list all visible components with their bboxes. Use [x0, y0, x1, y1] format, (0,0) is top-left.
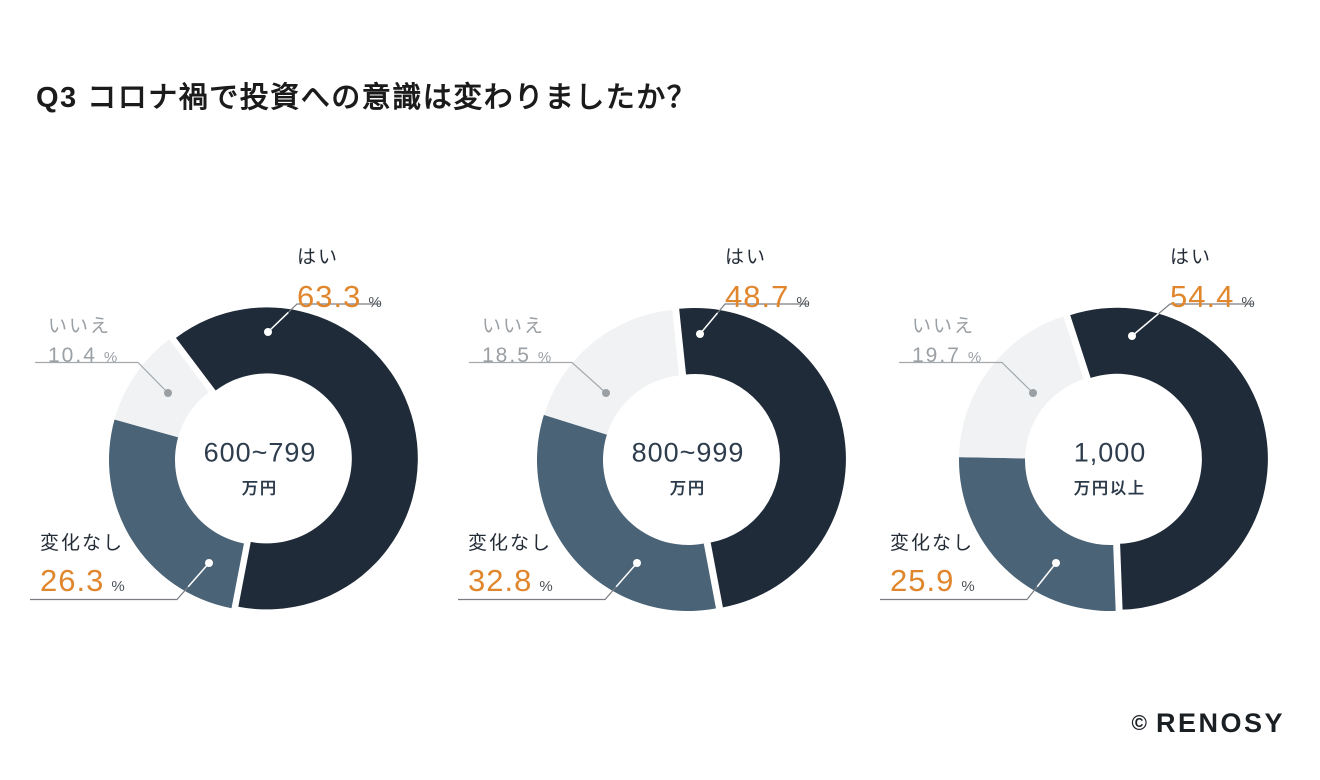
donut-svg — [880, 303, 1268, 611]
donut-svg — [30, 303, 418, 610]
slice-value-row: 32.8 % — [468, 563, 553, 599]
slice-unit-yes: % — [796, 294, 810, 311]
brand-logo: © RENOSY — [1131, 708, 1285, 739]
leader-line-no — [899, 361, 1034, 394]
slice-value-row: 63.3 % — [297, 279, 382, 315]
leader-dot-no — [1029, 389, 1037, 397]
slice-unit-yes: % — [1241, 294, 1255, 311]
slice-label-no-change: 変化なし — [40, 533, 125, 554]
donut-center-label: 800~999 万円 — [632, 438, 745, 499]
income-range: 1,000 — [1073, 437, 1147, 468]
slice-no-change — [959, 457, 1116, 611]
slice-no — [959, 316, 1084, 459]
label-group-no-change: 変化なし 32.8 % — [468, 528, 553, 599]
leader-dot-yes — [696, 330, 704, 338]
slice-value-row: 26.3 % — [40, 563, 125, 599]
slice-value-yes: 48.7 — [725, 279, 790, 314]
slice-value-row: 10.4 % — [48, 344, 117, 368]
slice-label-no-change: 変化なし — [468, 533, 553, 554]
page-title: Q3 コロナ禍で投資への意識は変わりましたか？ — [36, 82, 698, 114]
slice-value-row: 48.7 % — [725, 279, 810, 315]
slice-value-no: 19.7 — [912, 344, 961, 367]
leader-line-no — [469, 361, 607, 394]
slice-value-row: 25.9 % — [890, 563, 975, 599]
slice-label-no: いいえ — [912, 316, 976, 337]
slice-value-no: 18.5 — [482, 344, 531, 367]
leader-line-yes-inner — [699, 312, 719, 335]
slice-label-yes: はい — [1170, 247, 1213, 268]
label-group-no-change: 変化なし 25.9 % — [890, 528, 975, 599]
slice-no — [543, 309, 680, 435]
leader-line-no-change-inner — [615, 562, 638, 588]
slice-label-no-change: 変化なし — [890, 533, 975, 554]
slice-value-no-change: 25.9 — [890, 563, 955, 598]
leader-dot-no-change — [633, 559, 641, 567]
leader-dot-yes — [264, 328, 272, 336]
slice-unit-yes: % — [368, 294, 382, 311]
slice-unit-no: % — [967, 349, 982, 366]
income-range: 800~999 — [631, 437, 745, 468]
slice-value-no-change: 26.3 — [40, 563, 105, 598]
leader-line-no-change-inner — [1036, 562, 1057, 588]
leader-dot-no-change — [205, 559, 213, 567]
slice-unit-no: % — [537, 349, 552, 366]
slice-unit-no-change: % — [539, 578, 553, 595]
slice-unit-no-change: % — [961, 578, 975, 595]
slice-value-row: 19.7 % — [912, 344, 981, 368]
label-group-no: いいえ 18.5 % — [482, 311, 551, 368]
leader-line-no — [35, 361, 169, 394]
donut-svg — [458, 303, 846, 611]
slice-yes — [175, 307, 418, 610]
slice-label-yes: はい — [297, 247, 340, 268]
leader-dot-no — [164, 389, 172, 397]
slice-label-no: いいえ — [48, 316, 112, 337]
slice-label-yes: はい — [725, 247, 768, 268]
leader-dot-no — [602, 389, 610, 397]
income-unit: 万円以上 — [1073, 480, 1147, 498]
slice-value-yes: 63.3 — [297, 279, 362, 314]
label-group-yes: はい 54.4 % — [1170, 242, 1255, 315]
income-range: 600~799 — [203, 437, 317, 468]
leader-dot-yes — [1128, 332, 1136, 340]
copyright-icon: © — [1131, 711, 1147, 735]
label-group-no-change: 変化なし 26.3 % — [40, 528, 125, 599]
donut-center-label: 600~799 万円 — [204, 438, 317, 499]
slice-value-row: 54.4 % — [1170, 279, 1255, 315]
label-group-no: いいえ 19.7 % — [912, 311, 981, 368]
slice-no — [114, 339, 209, 438]
leader-line-yes-inner — [1131, 313, 1160, 337]
income-unit: 万円 — [669, 480, 706, 498]
label-group-no: いいえ 10.4 % — [48, 311, 117, 368]
leader-dot-no-change — [1052, 559, 1060, 567]
slice-yes — [1070, 307, 1268, 610]
slice-value-no-change: 32.8 — [468, 563, 533, 598]
leader-line-yes-inner — [267, 311, 289, 333]
slice-no-change — [537, 414, 716, 611]
label-group-yes: はい 63.3 % — [297, 242, 382, 315]
slice-value-no: 10.4 — [48, 344, 97, 367]
income-unit: 万円 — [241, 480, 278, 498]
leader-line-no-change-inner — [187, 562, 210, 588]
donut-chart-1000-plus: はい 54.4 % いいえ 19.7 % 変化なし 25.9 % 1,000 万… — [880, 228, 1320, 628]
slice-unit-no-change: % — [111, 578, 125, 595]
slice-label-no: いいえ — [482, 316, 546, 337]
slice-value-row: 18.5 % — [482, 344, 551, 368]
donut-chart-600-799: はい 63.3 % いいえ 10.4 % 変化なし 26.3 % 600~799… — [30, 228, 490, 628]
label-group-yes: はい 48.7 % — [725, 242, 810, 315]
brand-name: RENOSY — [1155, 708, 1285, 738]
donut-chart-800-999: はい 48.7 % いいえ 18.5 % 変化なし 32.8 % 800~999… — [458, 228, 918, 628]
slice-yes — [679, 307, 846, 608]
donut-center-label: 1,000 万円以上 — [1074, 438, 1147, 499]
slice-unit-no: % — [103, 349, 118, 366]
slice-value-yes: 54.4 — [1170, 279, 1235, 314]
